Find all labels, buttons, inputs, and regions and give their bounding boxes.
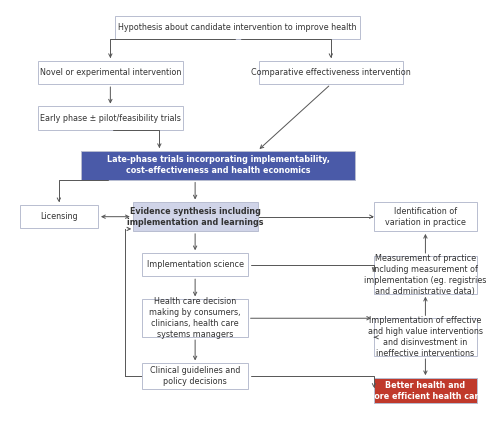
Text: Clinical guidelines and
policy decisions: Clinical guidelines and policy decisions — [150, 366, 240, 386]
Text: Health care decision
making by consumers,
clinicians, health care
systems manage: Health care decision making by consumers… — [150, 297, 241, 339]
Text: Late-phase trials incorporating implementability,
cost-effectiveness and health : Late-phase trials incorporating implemen… — [106, 155, 330, 175]
FancyBboxPatch shape — [142, 299, 248, 337]
FancyBboxPatch shape — [38, 61, 182, 84]
FancyBboxPatch shape — [374, 318, 477, 356]
Text: Better health and
more efficient health care: Better health and more efficient health … — [366, 381, 484, 401]
Text: Measurement of practice
including measurement of
implementation (eg. registries
: Measurement of practice including measur… — [364, 254, 486, 296]
FancyBboxPatch shape — [115, 16, 360, 39]
FancyBboxPatch shape — [374, 203, 477, 231]
FancyBboxPatch shape — [258, 61, 403, 84]
Text: Implementation science: Implementation science — [146, 260, 244, 269]
Text: Hypothesis about candidate intervention to improve health: Hypothesis about candidate intervention … — [118, 23, 357, 32]
FancyBboxPatch shape — [142, 363, 248, 389]
Text: Early phase ± pilot/feasibility trials: Early phase ± pilot/feasibility trials — [40, 114, 181, 123]
Text: Novel or experimental intervention: Novel or experimental intervention — [40, 68, 181, 77]
Text: Evidence synthesis including
implementation and learnings: Evidence synthesis including implementat… — [127, 207, 264, 227]
FancyBboxPatch shape — [142, 253, 248, 276]
FancyBboxPatch shape — [374, 378, 477, 403]
Text: Comparative effectiveness intervention: Comparative effectiveness intervention — [251, 68, 410, 77]
FancyBboxPatch shape — [20, 205, 98, 228]
FancyBboxPatch shape — [374, 256, 477, 294]
FancyBboxPatch shape — [132, 203, 258, 231]
Text: Licensing: Licensing — [40, 212, 78, 221]
Text: Implementation of effective
and high value interventions
and disinvestment in
in: Implementation of effective and high val… — [368, 316, 483, 358]
Text: Identification of
variation in practice: Identification of variation in practice — [385, 207, 466, 227]
FancyBboxPatch shape — [81, 151, 355, 180]
FancyBboxPatch shape — [38, 107, 182, 130]
